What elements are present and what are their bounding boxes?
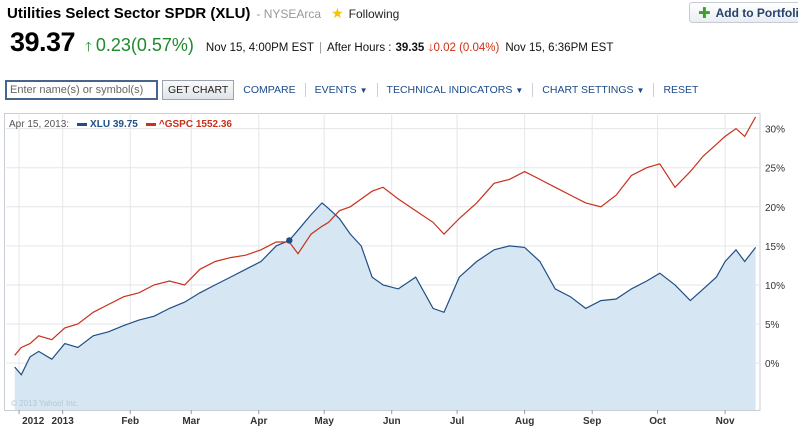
chart-settings-menu[interactable]: CHART SETTINGS ▼ — [542, 84, 644, 96]
after-hours-change: 🡓0.02 (0.04%) — [428, 41, 499, 58]
x-tick-label: Jul — [450, 416, 465, 427]
caret-down-icon: ▼ — [359, 85, 368, 95]
x-tick-label: Mar — [182, 416, 200, 427]
following-label: Following — [348, 6, 400, 21]
after-hours-label: After Hours : — [326, 42, 392, 54]
star-icon: ★ — [331, 5, 344, 21]
caret-down-icon: ▼ — [515, 85, 524, 95]
chart-legend: Apr 15, 2013: XLU 39.75 ^GSPC 1552.36 — [9, 117, 232, 131]
quote-meta: Nov 15, 4:00PM EST | After Hours : 39.35… — [206, 41, 613, 58]
technical-indicators-menu[interactable]: TECHNICAL INDICATORS ▼ — [387, 84, 524, 96]
add-to-portfolio-button[interactable]: ✚ Add to Portfolio — [689, 2, 798, 23]
y-tick-label: 15% — [765, 242, 785, 253]
down-arrow-icon: 🡓 — [428, 43, 434, 54]
exchange-label: - NYSEArca — [256, 7, 322, 21]
symbol-search-input[interactable] — [5, 80, 158, 100]
close-time: Nov 15, 4:00PM EST — [205, 42, 314, 54]
legend-gspc: ^GSPC 1552.36 — [158, 118, 232, 130]
after-hours-change-value: 0.02 (0.04%) — [433, 42, 500, 54]
series-line-xlu — [14, 202, 757, 376]
chart-toolbar: GET CHART COMPARE EVENTS▼ TECHNICAL INDI… — [5, 78, 798, 102]
reset-button[interactable]: RESET — [663, 84, 699, 96]
toolbar-divider — [653, 83, 655, 97]
get-chart-button[interactable]: GET CHART — [162, 80, 235, 100]
series-line-gspc — [14, 116, 757, 356]
x-tick-label: Aug — [515, 416, 534, 427]
technical-indicators-label: TECHNICAL INDICATORS — [386, 84, 513, 96]
x-tick-label: Nov — [716, 416, 735, 427]
y-tick-label: 10% — [765, 281, 785, 292]
following-toggle[interactable]: ★ Following — [331, 5, 399, 22]
page-title: Utilities Select Sector SPDR (XLU) — [7, 5, 251, 22]
legend-date: Apr 15, 2013: — [9, 118, 70, 130]
compare-button[interactable]: COMPARE — [243, 84, 296, 96]
price-chart[interactable]: 0% 5% 10% 15% 20% 25% 30% 2012 2013 Feb Mar Apr May J… — [4, 113, 798, 432]
y-tick-label: 5% — [765, 320, 780, 331]
after-hours-time: Nov 15, 6:36PM EST — [505, 42, 614, 54]
plus-icon: ✚ — [698, 4, 711, 22]
chart-canvas[interactable]: 0% 5% 10% 15% 20% 25% 30% 2012 2013 Feb Mar Apr May J… — [4, 113, 798, 432]
after-hours-price: 39.35 — [395, 42, 425, 54]
toolbar-divider — [532, 83, 534, 97]
y-tick-label: 25% — [765, 164, 785, 175]
y-tick-label: 20% — [765, 203, 785, 214]
series-area-xlu — [14, 202, 756, 410]
events-menu[interactable]: EVENTS ▼ — [315, 84, 368, 96]
toolbar-divider — [304, 83, 306, 97]
x-tick-label: Apr — [250, 416, 267, 427]
divider: | — [318, 42, 322, 54]
last-price: 39.37 — [10, 27, 76, 57]
y-tick-label: 0% — [765, 359, 780, 370]
x-tick-label: Feb — [121, 416, 139, 427]
xlu-swatch — [77, 122, 88, 126]
toolbar-divider — [376, 83, 378, 97]
change-percent: (0.57%) — [130, 35, 194, 55]
price-change: 🡑 0.23 (0.57%) — [85, 35, 194, 60]
y-tick-label: 30% — [765, 125, 785, 136]
caret-down-icon: ▼ — [636, 85, 645, 95]
x-axis-band — [4, 411, 798, 432]
x-tick-label: Jun — [383, 416, 401, 427]
events-label: EVENTS — [314, 84, 357, 96]
quote-row: 39.37 🡑 0.23 (0.57%) Nov 15, 4:00PM EST … — [10, 27, 613, 60]
chart-settings-label: CHART SETTINGS — [542, 84, 634, 96]
x-tick-label: May — [314, 416, 334, 427]
x-tick-label: 2013 — [52, 416, 75, 427]
x-tick-label: 2012 — [22, 416, 45, 427]
hover-marker — [286, 237, 293, 244]
legend-xlu: XLU 39.75 — [90, 118, 138, 130]
up-arrow-icon: 🡑 — [85, 39, 92, 54]
copyright-credit: © 2013 Yahoo! Inc. — [11, 399, 79, 408]
x-tick-label: Sep — [583, 416, 601, 427]
title-row: Utilities Select Sector SPDR (XLU) - NYS… — [7, 5, 399, 25]
add-portfolio-label: Add to Portfolio — [715, 5, 798, 20]
x-tick-label: Oct — [649, 416, 666, 427]
change-value: 0.23 — [95, 35, 131, 55]
gspc-swatch — [145, 122, 156, 126]
